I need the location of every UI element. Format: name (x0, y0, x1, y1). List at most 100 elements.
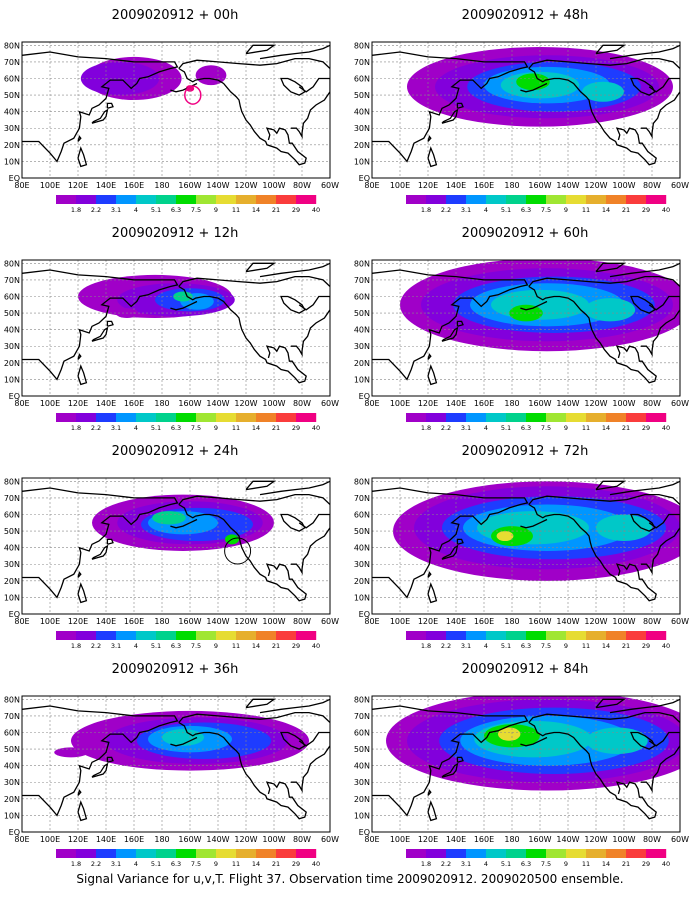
legend-label: 29 (642, 860, 650, 868)
legend-swatch (426, 849, 447, 858)
legend-label: 11 (232, 206, 240, 214)
legend-label: 21 (272, 860, 280, 868)
coastline (372, 487, 529, 599)
panel-title: 2009020912 + 00h (111, 8, 239, 23)
lon-label: 140E (96, 617, 116, 626)
lat-label: EQ (9, 392, 20, 401)
coastline (290, 295, 330, 357)
lat-label: 50N (354, 527, 370, 536)
coastline (22, 487, 179, 599)
legend-label: 11 (582, 424, 590, 432)
legend-label: 7.5 (541, 206, 551, 214)
legend-swatch (506, 195, 527, 204)
legend-swatch (426, 195, 447, 204)
lat-label: 70N (354, 494, 370, 503)
lon-label: 180 (504, 835, 519, 844)
legend-label: 11 (232, 424, 240, 432)
lon-label: 120W (234, 617, 257, 626)
legend-swatch (196, 413, 217, 422)
legend-label: 6.3 (521, 424, 531, 432)
lon-label: 80E (14, 835, 29, 844)
legend-swatch (56, 849, 77, 858)
coastline (178, 711, 330, 723)
legend-label: 4 (484, 206, 488, 214)
coastline (630, 295, 656, 314)
lat-label: 10N (354, 593, 370, 602)
lat-label: EQ (9, 828, 20, 837)
coastline (456, 320, 464, 327)
legend-swatch (506, 413, 527, 422)
legend-label: 14 (602, 424, 610, 432)
legend-swatch (96, 413, 117, 422)
legend-swatch (606, 631, 627, 640)
legend-swatch (176, 849, 197, 858)
lon-label: 180 (154, 181, 169, 190)
lon-label: 100E (390, 835, 410, 844)
lat-label: 70N (354, 712, 370, 721)
lon-label: 60W (321, 835, 339, 844)
legend-swatch (546, 195, 567, 204)
legend-swatch (176, 631, 197, 640)
legend-label: 29 (292, 206, 300, 214)
legend-label: 6.3 (521, 642, 531, 650)
legend-label: 2.2 (441, 206, 451, 214)
map-panel: 2009020912 + 00h 80N 70N 60N 50N 40N 30N 20N 10N… (0, 0, 350, 218)
legend-swatch (156, 195, 177, 204)
lat-label: 40N (354, 326, 370, 335)
coastline (528, 493, 680, 505)
lat-label: 10N (354, 375, 370, 384)
lon-label: 80W (643, 181, 661, 190)
legend-swatch (606, 849, 627, 858)
lon-label: 100E (40, 181, 60, 190)
coastline (427, 789, 432, 796)
legend-swatch (646, 849, 667, 858)
legend-swatch (566, 195, 587, 204)
legend-swatch (586, 849, 607, 858)
lon-label: 100E (390, 181, 410, 190)
legend-swatch (136, 631, 157, 640)
legend-label: 5.1 (151, 860, 161, 868)
map-panel: 2009020912 + 60h 80N 70N 60N 50N 40N 30N 20N 10N… (350, 218, 700, 436)
lon-label: 160E (474, 399, 494, 408)
lat-label: 20N (354, 141, 370, 150)
coastline (91, 108, 109, 124)
lat-label: 40N (354, 544, 370, 553)
legend-swatch (136, 195, 157, 204)
coastline (178, 275, 330, 287)
lon-label: 120E (418, 399, 438, 408)
legend-swatch (546, 631, 567, 640)
legend-label: 3.1 (461, 206, 471, 214)
legend-swatch (196, 195, 217, 204)
observation-marker (184, 85, 202, 105)
lon-label: 120E (68, 617, 88, 626)
legend-swatch (626, 413, 647, 422)
lon-label: 160W (178, 835, 201, 844)
lon-label: 100W (612, 399, 635, 408)
coastline (259, 262, 330, 278)
lon-label: 160W (528, 835, 551, 844)
legend-label: 29 (642, 642, 650, 650)
lon-label: 140W (206, 399, 229, 408)
coastline (106, 756, 114, 763)
legend-label: 5.1 (501, 424, 511, 432)
coastline (106, 538, 114, 545)
lon-label: 160E (124, 835, 144, 844)
coastline (528, 275, 680, 287)
lat-label: 20N (354, 795, 370, 804)
legend-label: 40 (662, 424, 670, 432)
coastline (290, 513, 330, 575)
coastline (595, 44, 627, 55)
legend-label: 3.1 (111, 424, 121, 432)
lat-label: EQ (9, 610, 20, 619)
coastline (178, 57, 330, 69)
legend-label: 7.5 (541, 642, 551, 650)
lat-label: 70N (4, 494, 20, 503)
lat-label: 60N (354, 292, 370, 301)
coastline (106, 320, 114, 327)
lon-label: 60W (671, 835, 689, 844)
lon-label: 120W (584, 399, 607, 408)
lon-label: 60W (671, 399, 689, 408)
coastline (441, 326, 459, 342)
